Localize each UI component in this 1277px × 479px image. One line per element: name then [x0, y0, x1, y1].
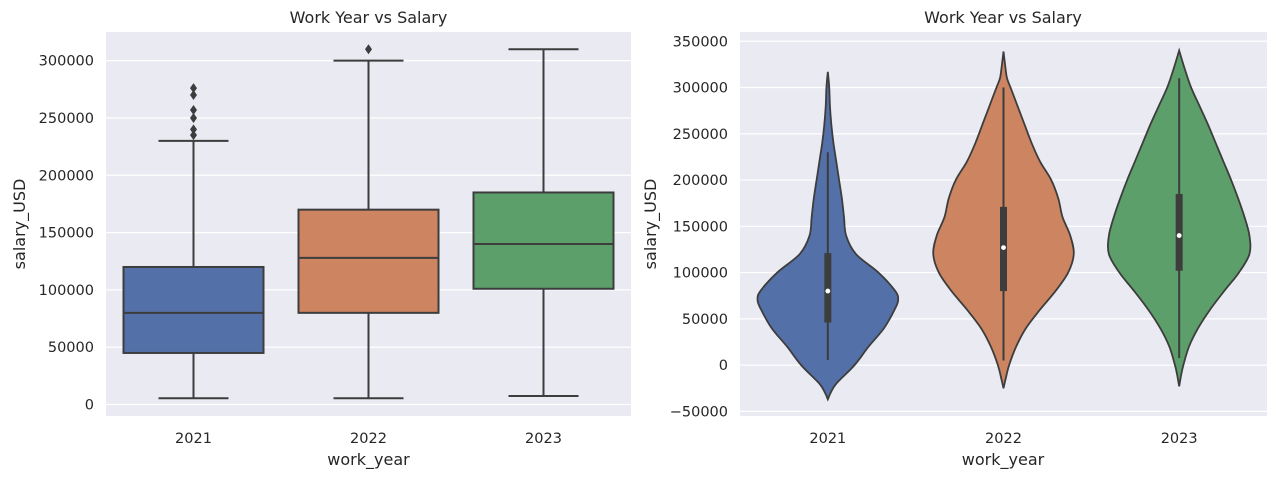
violin-y-tick: 100000 [673, 266, 728, 282]
boxplot-x-tick: 2022 [350, 431, 387, 447]
violin-y-tick: −50000 [670, 404, 728, 420]
boxplot-y-tick: 300000 [39, 54, 94, 70]
boxplot-y-tick: 0 [85, 398, 94, 414]
violin-y-axis-label: salary_USD [641, 179, 661, 270]
box-2023 [472, 48, 615, 397]
boxplot-x-tick: 2021 [175, 431, 212, 447]
boxplot-y-tick: 200000 [39, 168, 94, 184]
boxplot-x-tick: 2023 [525, 431, 562, 447]
boxplot-y-tick: 250000 [39, 111, 94, 127]
violin-y-tick: 350000 [673, 34, 728, 50]
box-body [472, 191, 615, 290]
violin-y-tick: 300000 [673, 81, 728, 97]
boxplot-panel: 0 50000 100000 150000 200000 250000 300000 202… [10, 8, 631, 470]
box-body [122, 265, 265, 354]
violin-y-tick: 150000 [673, 219, 728, 235]
violin-iqr-bar [1175, 193, 1183, 271]
violin-y-tick: 50000 [682, 312, 728, 328]
outlier-point [190, 112, 197, 123]
violin-2021 [756, 71, 900, 402]
boxplot-y-tick: 100000 [39, 283, 94, 299]
violin-panel: −50000 0 50000 100000 150000 200000 250000 3000… [641, 8, 1267, 470]
violin-x-axis-label: work_year [962, 450, 1045, 470]
box-body [297, 208, 440, 314]
boxplot-y-tick: 50000 [48, 340, 94, 356]
outlier-point [190, 130, 197, 141]
violin-marks [756, 47, 1252, 402]
violin-median-dot [825, 288, 831, 294]
violin-title: Work Year vs Salary [924, 8, 1082, 27]
violin-2023 [1107, 47, 1252, 387]
boxplot-x-tick-labels: 2021 2022 2023 [175, 431, 562, 447]
violin-median-dot [1176, 233, 1182, 238]
boxplot-title: Work Year vs Salary [290, 8, 448, 27]
boxplot-y-tick: 150000 [39, 226, 94, 242]
outlier-point [190, 83, 197, 94]
violin-y-tick-labels: −50000 0 50000 100000 150000 200000 250000 3000… [670, 34, 728, 420]
boxplot-x-axis-label: work_year [327, 450, 410, 470]
outlier-point [365, 44, 372, 55]
outlier-point [190, 104, 197, 115]
box-2022 [297, 44, 440, 400]
boxplot-y-axis-label: salary_USD [10, 179, 30, 270]
outlier-point [190, 90, 197, 101]
box-2021 [122, 83, 265, 400]
boxplot-marks [122, 44, 615, 400]
violin-y-tick: 0 [719, 358, 728, 374]
violin-median-dot [1001, 245, 1006, 250]
violin-2022 [932, 51, 1075, 389]
violin-y-tick: 200000 [673, 173, 728, 189]
violin-y-tick: 250000 [673, 127, 728, 143]
violin-x-tick-labels: 2021 2022 2023 [809, 431, 1197, 447]
outlier-point [190, 124, 197, 135]
boxplot-y-tick-labels: 0 50000 100000 150000 200000 250000 300000 [39, 54, 94, 414]
violin-x-tick: 2021 [809, 431, 846, 447]
violin-x-tick: 2023 [1161, 431, 1198, 447]
violin-iqr-bar [824, 253, 832, 323]
violin-x-tick: 2022 [985, 431, 1022, 447]
